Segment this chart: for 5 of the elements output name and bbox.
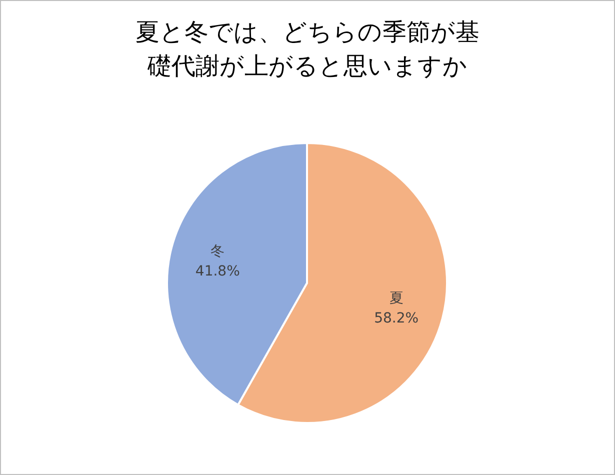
data-label: 41.8%: [195, 263, 240, 280]
chart-title: 夏と冬では、どちらの季節が基礎代謝が上がると思いますか: [134, 17, 480, 82]
slice-label: 夏: [389, 290, 404, 307]
slice-label: 冬: [210, 243, 225, 260]
data-label: 58.2%: [374, 310, 419, 327]
